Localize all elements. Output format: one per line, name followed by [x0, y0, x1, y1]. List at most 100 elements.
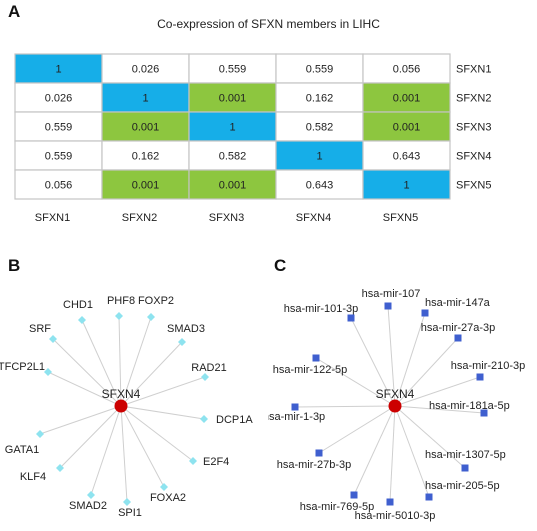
cell-value: 0.162	[132, 151, 160, 163]
edge-spi1	[120, 405, 128, 503]
node-label-hsa-mir-1-3p: hsa-mir-1-3p	[268, 411, 325, 423]
cell-value: 0.001	[393, 122, 421, 134]
cell-value: 0.001	[132, 122, 160, 134]
cell-value: 1	[403, 180, 409, 192]
cell-value: 0.001	[393, 93, 421, 105]
edge-tfcp2l1	[47, 371, 122, 407]
node-hsa-mir-107	[384, 302, 392, 310]
cell-sfxn5-sfxn2	[101, 169, 190, 200]
cell-sfxn1-sfxn1	[14, 53, 103, 84]
cell-value: 1	[55, 64, 61, 76]
cell-value: 0.056	[45, 180, 73, 192]
cell-value: 0.559	[219, 64, 247, 76]
edge-hsa-mir-1307-5p	[394, 405, 466, 469]
cell-value: 0.162	[306, 93, 334, 105]
column-label: SFXN2	[122, 212, 157, 224]
cell-sfxn3-sfxn1	[14, 111, 103, 142]
node-tfcp2l1	[44, 368, 52, 376]
cell-sfxn5-sfxn3	[188, 169, 277, 200]
node-label-smad2: SMAD2	[69, 500, 107, 512]
panel-label-c: C	[274, 256, 287, 275]
node-label-spi1: SPI1	[118, 507, 142, 519]
node-label-hsa-mir-27a-3p: hsa-mir-27a-3p	[421, 322, 496, 334]
row-label: SFXN1	[456, 64, 491, 76]
hub-label: SFXN4	[376, 387, 415, 401]
node-klf4	[56, 464, 64, 472]
node-hsa-mir-122-5p	[312, 354, 320, 362]
node-label-gata1: GATA1	[5, 444, 39, 456]
cell-value: 0.582	[219, 151, 247, 163]
column-label: SFXN3	[209, 212, 244, 224]
node-hsa-mir-205-5p	[425, 493, 433, 501]
node-hsa-mir-27b-3p	[315, 449, 323, 457]
cell-value: 0.026	[132, 64, 160, 76]
cell-sfxn5-sfxn4	[275, 169, 364, 200]
node-label-foxa2: FOXA2	[150, 492, 186, 504]
node-label-rad21: RAD21	[191, 362, 226, 374]
node-phf8	[115, 312, 123, 320]
panel-label-a: A	[8, 2, 21, 21]
node-label-hsa-mir-1307-5p: hsa-mir-1307-5p	[425, 449, 506, 461]
edge-hsa-mir-1-3p	[294, 405, 396, 408]
node-label-tfcp2l1: TFCP2L1	[0, 361, 45, 373]
edge-gata1	[39, 405, 122, 435]
edge-foxa2	[120, 405, 165, 488]
node-label-e2f4: E2F4	[203, 456, 229, 468]
cell-sfxn1-sfxn4	[275, 53, 364, 84]
edge-phf8	[118, 315, 122, 407]
node-hsa-mir-27a-3p	[454, 334, 462, 342]
cell-value: 0.001	[219, 180, 247, 192]
cell-sfxn3-sfxn2	[101, 111, 190, 142]
node-label-hsa-mir-147a: hsa-mir-147a	[425, 297, 491, 309]
cell-sfxn5-sfxn5	[362, 169, 451, 200]
node-label-phf8: PHF8	[107, 295, 135, 307]
cell-value: 0.056	[393, 64, 421, 76]
edge-smad2	[90, 405, 122, 496]
node-label-hsa-mir-181a-5p: hsa-mir-181a-5p	[429, 400, 510, 412]
node-smad3	[178, 338, 186, 346]
edges	[294, 305, 485, 503]
row-label: SFXN3	[456, 122, 491, 134]
edge-hsa-mir-181a-5p	[394, 405, 485, 414]
edge-hsa-mir-210-3p	[394, 376, 481, 407]
panel-label-b: B	[8, 256, 21, 275]
node-hsa-mir-181a-5p	[480, 409, 488, 417]
edge-smad3	[120, 341, 183, 407]
node-label-hsa-mir-769-5p: hsa-mir-769-5p	[300, 501, 375, 513]
cell-value: 0.026	[45, 93, 73, 105]
edges	[39, 315, 206, 503]
cell-value: 0.559	[45, 122, 73, 134]
edge-hsa-mir-27b-3p	[318, 405, 396, 454]
cell-value: 0.559	[306, 64, 334, 76]
column-label: SFXN4	[296, 212, 331, 224]
mirna-network: hsa-mir-107 hsa-mir-147a hsa-mir-27a-3p hsa…	[268, 288, 525, 522]
node-label-hsa-mir-205-5p: hsa-mir-205-5p	[425, 480, 500, 492]
hub-label: SFXN4	[102, 387, 141, 401]
hub-node	[388, 399, 402, 413]
cell-sfxn4-sfxn5	[362, 140, 451, 171]
node-foxa2	[160, 483, 168, 491]
node-label-klf4: KLF4	[20, 471, 46, 483]
node-chd1	[78, 316, 86, 324]
node-rad21	[201, 373, 209, 381]
cell-value: 1	[142, 93, 148, 105]
cell-value: 0.643	[393, 151, 421, 163]
row-label: SFXN2	[456, 93, 491, 105]
edge-e2f4	[120, 405, 194, 462]
cell-sfxn4-sfxn3	[188, 140, 277, 171]
node-spi1	[123, 498, 131, 506]
edge-hsa-mir-101-3p	[350, 317, 396, 407]
edge-hsa-mir-205-5p	[394, 405, 430, 498]
edge-dcp1a	[120, 405, 205, 420]
node-label-dcp1a: DCP1A	[216, 414, 253, 426]
edge-hsa-mir-27a-3p	[394, 337, 459, 407]
node-label-chd1: CHD1	[63, 299, 93, 311]
edge-hsa-mir-147a	[394, 312, 426, 407]
hub-node	[114, 399, 128, 413]
node-label-hsa-mir-122-5p: hsa-mir-122-5p	[273, 364, 348, 376]
node-hsa-mir-769-5p	[350, 491, 358, 499]
node-foxp2	[147, 313, 155, 321]
edge-hsa-mir-5010-3p	[389, 405, 396, 503]
cell-value: 1	[229, 122, 235, 134]
tf-network: PHF8 FOXP2 SMAD3 RAD21 DCP1A E2F4 FOXA2 SPI1 SMA…	[0, 295, 253, 519]
